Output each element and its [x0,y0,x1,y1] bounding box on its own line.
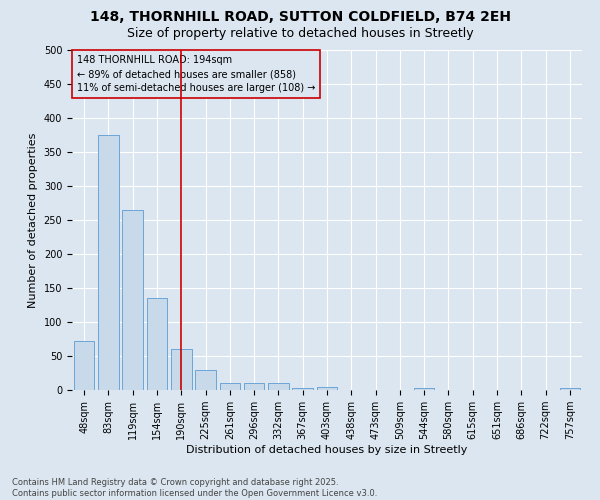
Bar [220,383,240,390]
Bar [244,383,265,390]
Bar [171,349,191,390]
Bar [292,388,313,390]
Text: 148, THORNHILL ROAD, SUTTON COLDFIELD, B74 2EH: 148, THORNHILL ROAD, SUTTON COLDFIELD, B… [89,10,511,24]
Bar [268,383,289,390]
X-axis label: Distribution of detached houses by size in Streetly: Distribution of detached houses by size … [187,445,467,455]
Bar [414,388,434,390]
Y-axis label: Number of detached properties: Number of detached properties [28,132,38,308]
Text: Size of property relative to detached houses in Streetly: Size of property relative to detached ho… [127,28,473,40]
Text: Contains HM Land Registry data © Crown copyright and database right 2025.
Contai: Contains HM Land Registry data © Crown c… [12,478,377,498]
Bar [195,370,216,390]
Bar [122,210,143,390]
Bar [98,135,119,390]
Bar [317,386,337,390]
Bar [74,341,94,390]
Text: 148 THORNHILL ROAD: 194sqm
← 89% of detached houses are smaller (858)
11% of sem: 148 THORNHILL ROAD: 194sqm ← 89% of deta… [77,55,316,93]
Bar [146,298,167,390]
Bar [560,388,580,390]
